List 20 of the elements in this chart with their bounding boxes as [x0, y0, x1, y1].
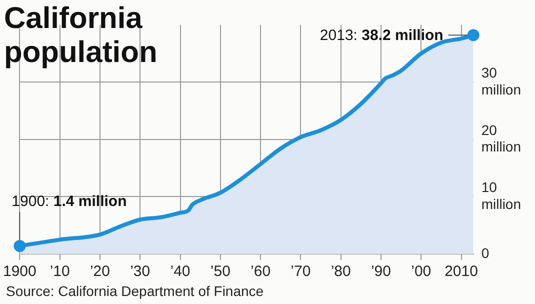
- y-tick-label: 10 million: [481, 179, 522, 212]
- x-tick-label: 1900: [2, 263, 36, 280]
- x-tick-label: ’10: [50, 263, 70, 280]
- annotation: 2013: 38.2 million: [320, 27, 444, 44]
- y-tick-label: 0: [481, 244, 490, 261]
- x-tick-label: ’40: [170, 263, 190, 280]
- source-note: Source: California Department of Finance: [6, 283, 264, 299]
- x-tick-label: ’80: [330, 263, 351, 280]
- y-tick-label: 20 million: [481, 122, 522, 155]
- x-tick-label: ’20: [90, 263, 110, 280]
- x-tick-label: ’60: [250, 263, 271, 280]
- x-tick-label: ’70: [290, 263, 311, 280]
- x-tick-label: ’90: [370, 263, 392, 280]
- chart-title: California population: [4, 2, 158, 70]
- x-tick-label: 2010: [444, 263, 478, 280]
- y-tick-label: 30 million: [481, 64, 522, 98]
- x-tick-label: ’50: [210, 263, 230, 280]
- annotation: 1900: 1.4 million: [12, 192, 127, 210]
- x-tick-label: ’30: [130, 263, 150, 280]
- x-tick-label: ’00: [411, 263, 432, 280]
